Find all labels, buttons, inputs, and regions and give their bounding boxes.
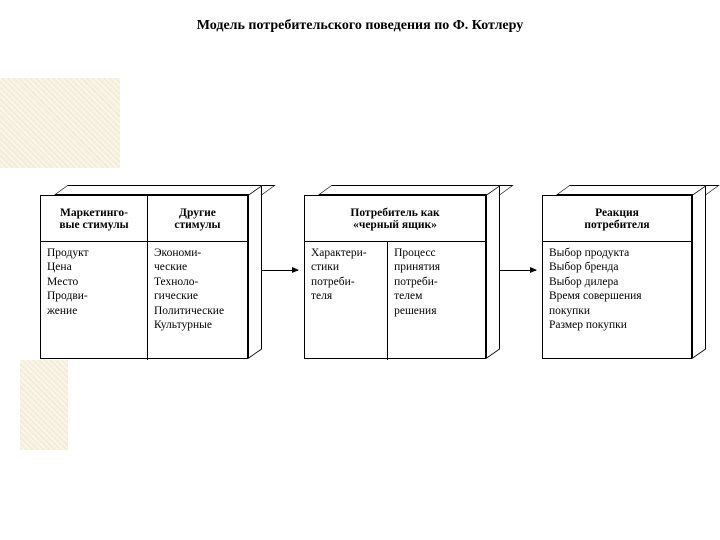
box-stimuli-body-0: Продукт Цена Место Продви- жение — [41, 242, 148, 360]
box-blackbox: Потребитель как «черный ящик»Характери- … — [304, 185, 500, 359]
box-blackbox-header: Потребитель как «черный ящик» — [305, 196, 485, 241]
box-stimuli-header-0: Маркетинго- вые стимулы — [41, 196, 148, 241]
arrow-0 — [262, 270, 298, 271]
box-reaction-body-0: Выбор продукта Выбор бренда Выбор дилера… — [543, 242, 691, 360]
background-pattern — [0, 78, 120, 168]
diagram-title: Модель потребительского поведения по Ф. … — [0, 18, 720, 34]
box-stimuli: Маркетинго- вые стимулыДругие стимулыПро… — [40, 185, 262, 359]
arrow-1 — [500, 270, 536, 271]
diagram-canvas: Модель потребительского поведения по Ф. … — [0, 0, 720, 540]
box-stimuli-body-1: Экономи- ческие Техноло- гические Полити… — [148, 242, 247, 360]
box-blackbox-body-0: Характери- стики потреби- теля — [305, 242, 388, 360]
box-reaction: Реакция потребителяВыбор продукта Выбор … — [542, 185, 706, 359]
background-pattern — [20, 360, 68, 450]
box-stimuli-header-1: Другие стимулы — [148, 196, 247, 241]
box-blackbox-body-1: Процесс принятия потреби- телем решения — [388, 242, 485, 360]
box-reaction-header-0: Реакция потребителя — [543, 196, 691, 241]
